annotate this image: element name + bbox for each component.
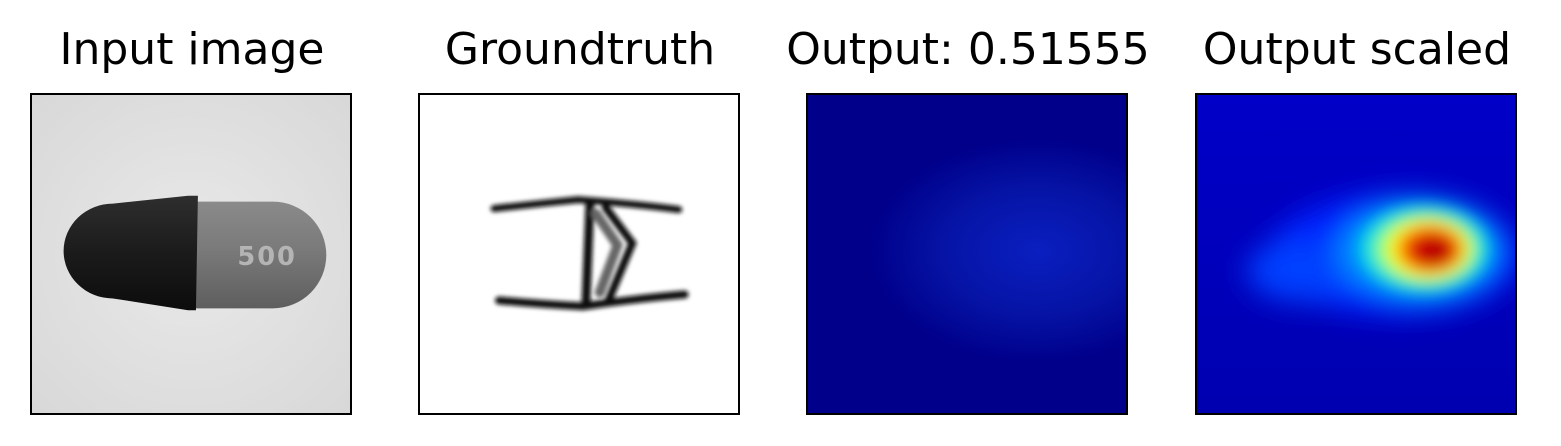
panel-title-groundtruth: Groundtruth [444,24,716,75]
svg-text:500: 500 [237,242,296,272]
panel-title-output: Output: 0.51555 [786,24,1150,75]
output-scaled-panel [1195,93,1517,415]
panel-title-input-image: Input image [59,24,325,75]
groundtruth-panel [418,93,740,415]
groundtruth-mask [420,95,738,413]
output-scaled-heatmap [1197,95,1515,413]
output-heatmap [808,95,1126,413]
output-heatmap-panel [806,93,1128,415]
input-image-panel: 500 [30,93,352,415]
panel-title-output-scaled: Output scaled [1202,24,1512,75]
capsule-image: 500 [32,95,350,413]
